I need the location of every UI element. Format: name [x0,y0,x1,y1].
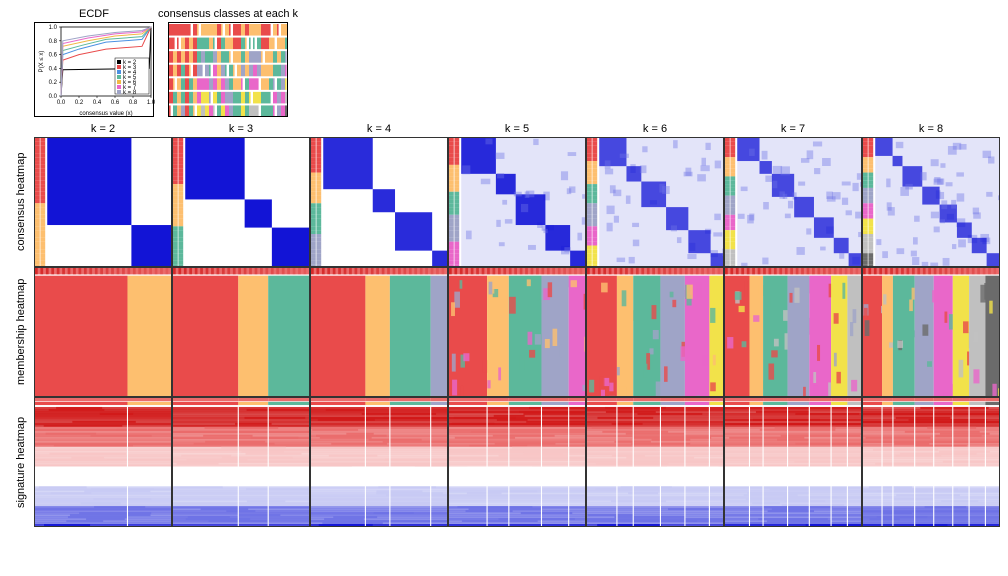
membership-heatmap-k4 [310,267,448,397]
figure-root: ECDF 0.0 0.2 0.4 0.6 0.8 1.0 0.0 0.2 0.4 0.6 0.8 1.… [8,8,1000,527]
heatmap-grid [34,137,1000,527]
svg-text:0.4: 0.4 [49,66,58,72]
consensus-classes-plot [168,22,288,117]
consensus-heatmap-k7 [724,137,862,267]
k-header: k = 8 [862,123,1000,137]
svg-text:1.0: 1.0 [49,25,58,31]
ecdf-title: ECDF [79,8,109,20]
svg-text:P(X ≤ x): P(X ≤ x) [39,51,45,73]
svg-text:0.0: 0.0 [57,100,66,106]
svg-text:1.0: 1.0 [147,100,155,106]
consensus-heatmap-k6 [586,137,724,267]
k-header: k = 5 [448,123,586,137]
consensus-heatmap-k5 [448,137,586,267]
membership-heatmap-k8 [862,267,1000,397]
consensus-heatmap-k3 [172,137,310,267]
consensus-classes-title: consensus classes at each k [158,8,298,20]
k-header: k = 6 [586,123,724,137]
consensus-heatmap-k2 [34,137,172,267]
membership-heatmap-k5 [448,267,586,397]
k-header-row: k = 2k = 3k = 4k = 5k = 6k = 7k = 8 [8,123,1000,137]
membership-heatmap-k3 [172,267,310,397]
ecdf-plot: 0.0 0.2 0.4 0.6 0.8 1.0 0.0 0.2 0.4 0.6 0.8 1.0 cons… [34,22,154,117]
signature-heatmap-k4 [310,397,448,527]
svg-text:0.4: 0.4 [93,100,102,106]
k-header: k = 7 [724,123,862,137]
signature-heatmap-k7 [724,397,862,527]
svg-text:0.8: 0.8 [129,100,138,106]
signature-heatmap-k8 [862,397,1000,527]
row-label: consensus heatmap [8,137,34,267]
row-labels: consensus heatmapmembership heatmapsigna… [8,137,34,527]
svg-text:0.2: 0.2 [75,100,84,106]
signature-heatmap-k2 [34,397,172,527]
membership-heatmap-k2 [34,267,172,397]
svg-text:0.2: 0.2 [49,80,58,86]
top-row: ECDF 0.0 0.2 0.4 0.6 0.8 1.0 0.0 0.2 0.4 0.6 0.8 1.… [8,8,1000,117]
consensus-heatmap-k8 [862,137,1000,267]
consensus-heatmap-k4 [310,137,448,267]
main-rows: consensus heatmapmembership heatmapsigna… [8,137,1000,527]
svg-text:consensus value (x): consensus value (x) [79,111,132,117]
row-label: signature heatmap [8,397,34,527]
signature-heatmap-k6 [586,397,724,527]
membership-heatmap-k7 [724,267,862,397]
svg-text:0.8: 0.8 [49,39,58,45]
signature-heatmap-k3 [172,397,310,527]
svg-text:0.6: 0.6 [49,53,58,59]
svg-text:0.6: 0.6 [111,100,120,106]
membership-heatmap-k6 [586,267,724,397]
k-header: k = 4 [310,123,448,137]
consensus-classes-panel: consensus classes at each k [158,8,298,117]
svg-text:0.0: 0.0 [49,94,58,100]
k-header: k = 2 [34,123,172,137]
signature-heatmap-k5 [448,397,586,527]
svg-text:k = 8: k = 8 [123,90,137,96]
row-label: membership heatmap [8,267,34,397]
ecdf-panel: ECDF 0.0 0.2 0.4 0.6 0.8 1.0 0.0 0.2 0.4 0.6 0.8 1.… [34,8,154,117]
k-header: k = 3 [172,123,310,137]
